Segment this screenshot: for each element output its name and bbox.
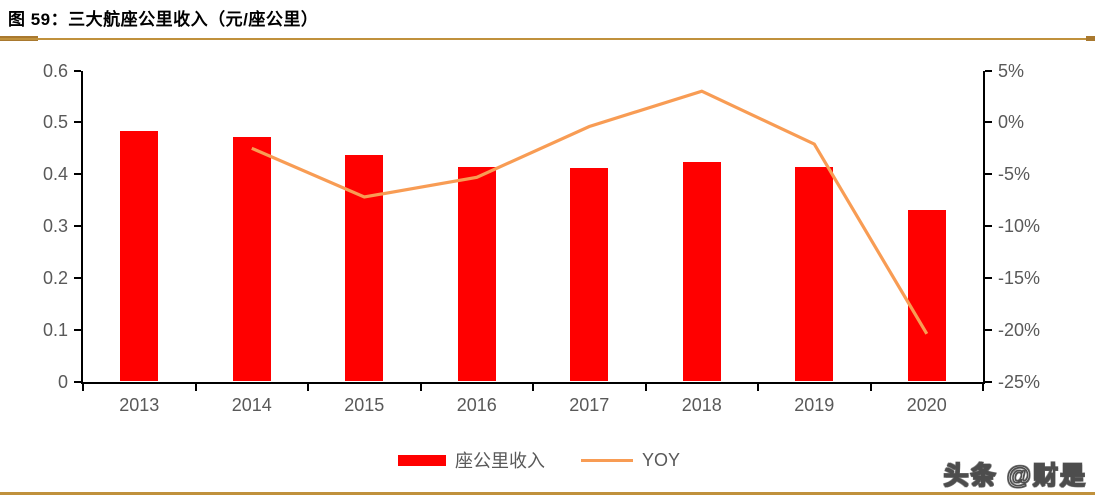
y-axis-right (983, 70, 985, 384)
y-axis-left-tick (74, 328, 81, 331)
x-axis-tick (532, 383, 534, 391)
y-axis-right-tick-label: -20% (998, 319, 1041, 340)
y-axis-right-tick (985, 225, 992, 227)
y-axis-right-tick-label: -10% (998, 216, 1041, 236)
yoy-polyline (251, 89, 929, 335)
legend-item-line-series: YOY (581, 450, 680, 471)
y-axis-left-tick-label: 0 (57, 371, 68, 392)
y-axis-left-tick-label: 0.4 (42, 164, 68, 185)
bar-2016 (457, 166, 496, 382)
bar-2020 (907, 210, 946, 382)
y-axis-left-tick-label: 0.2 (42, 267, 68, 288)
y-axis-left-tick (74, 380, 81, 383)
chart-legend: 座公里收入 YOY (398, 447, 680, 473)
line-series-swatch (581, 458, 633, 462)
x-axis-category-label: 2017 (569, 394, 610, 415)
x-axis-tick (982, 383, 984, 391)
figure-title: 图 59：三大航座公里收入（元/座公里） (8, 10, 319, 29)
y-axis-left-tick (74, 173, 81, 176)
bar-2014 (232, 137, 271, 382)
chart-area: 0.6 0.5 0.4 0.3 0.2 0.1 0 5% 0% -5% -10% -15% -20% -2… (42, 60, 1041, 415)
x-axis-category-label: 2018 (681, 394, 722, 415)
x-axis-category-label: 2013 (119, 394, 160, 415)
y-axis-right-tick (985, 328, 992, 331)
y-axis-right-tick (985, 380, 992, 383)
x-axis-category-label: 2015 (344, 394, 385, 415)
y-axis-left-tick-label: 0.3 (42, 216, 68, 236)
yoy-line (251, 89, 929, 335)
bar-series-swatch (398, 454, 446, 466)
bar-2013 (120, 131, 159, 382)
y-axis-right-tick-label: -5% (998, 164, 1031, 185)
y-axis-left (81, 70, 83, 384)
y-axis-left-tick (74, 69, 81, 72)
x-axis-category-label: 2019 (794, 394, 835, 415)
y-axis-right-tick (985, 69, 992, 72)
x-axis-tick (307, 383, 309, 391)
y-axis-right-tick-label: -25% (998, 371, 1041, 392)
y-axis-right-tick-label: -15% (998, 267, 1041, 288)
y-axis-left-tick (74, 276, 81, 279)
x-axis (81, 381, 985, 384)
y-axis-right-tick-label: 0% (998, 112, 1025, 133)
legend-item-bar-series: 座公里收入 (398, 447, 545, 473)
y-axis-right-tick (985, 173, 992, 176)
bar-2018 (682, 162, 721, 382)
bar-2017 (570, 167, 609, 382)
x-axis-tick (757, 383, 759, 391)
bottom-rule (0, 492, 1095, 495)
y-axis-left-tick (74, 225, 81, 227)
y-axis-left-tick-label: 0.6 (42, 60, 68, 81)
y-axis-left-tick (74, 121, 81, 124)
x-axis-tick (194, 383, 197, 391)
legend-label-line-series: YOY (642, 449, 681, 470)
title-underline (0, 38, 1095, 40)
y-axis-right-tick (985, 121, 992, 124)
y-axis-right-tick-label: 5% (998, 60, 1025, 81)
y-axis-right-tick (985, 276, 992, 279)
x-axis-tick (644, 383, 647, 391)
x-axis-category-label: 2016 (456, 394, 497, 415)
x-axis-tick (82, 383, 84, 391)
legend-label-bar-series: 座公里收入 (455, 451, 545, 471)
x-axis-tick (419, 383, 422, 391)
x-axis-category-label: 2020 (906, 394, 947, 415)
watermark-text: 头条 @财是 (943, 461, 1087, 490)
title-underline-right-cap (1086, 36, 1095, 41)
y-axis-left-tick-label: 0.1 (42, 319, 68, 340)
x-axis-category-label: 2014 (231, 394, 272, 415)
y-axis-left-tick-label: 0.5 (42, 112, 68, 133)
x-axis-tick (869, 383, 872, 391)
bar-2019 (795, 166, 834, 382)
